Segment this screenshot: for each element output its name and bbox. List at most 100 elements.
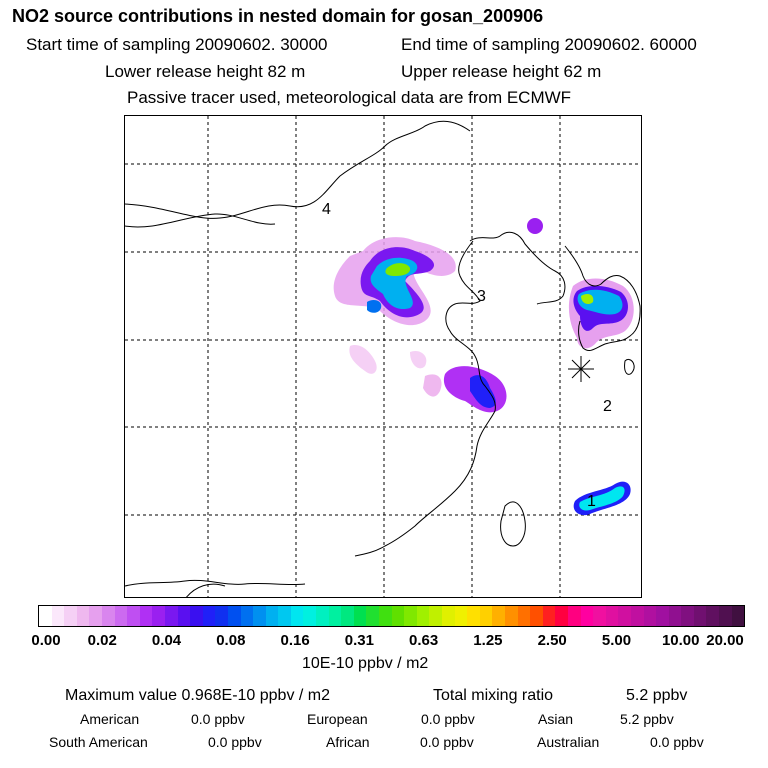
australian-label: Australian — [537, 734, 600, 750]
colorbar-segment — [366, 606, 380, 626]
colorbar-segment — [51, 606, 65, 626]
colorbar-segment — [89, 606, 102, 626]
meteorology-note: Passive tracer used, meteorological data… — [127, 88, 572, 107]
plume-yangtze-faint — [423, 374, 442, 397]
colorbar-segment — [253, 606, 266, 626]
colorbar-segment — [265, 606, 279, 626]
plume-faint-west — [349, 345, 377, 374]
colorbar-segment — [643, 606, 657, 626]
map-canvas — [125, 116, 641, 597]
african-value: 0.0 ppbv — [420, 734, 474, 750]
colorbar-segment — [416, 606, 430, 626]
colorbar-segment — [152, 606, 165, 626]
colorbar-segment — [164, 606, 178, 626]
end-time: End time of sampling 20090602. 60000 — [401, 35, 697, 54]
start-time: Start time of sampling 20090602. 30000 — [26, 35, 328, 54]
colorbar-segment — [215, 606, 228, 626]
asian-value: 5.2 ppbv — [620, 711, 674, 727]
colorbar-segment — [64, 606, 77, 626]
region-label-4: 4 — [322, 201, 331, 218]
map-panel: 4 3 2 1 — [124, 115, 642, 598]
colorbar-tick-label: 0.00 — [31, 632, 61, 649]
total-mixing-label: Total mixing ratio — [433, 687, 554, 704]
colorbar — [38, 605, 745, 627]
colorbar-segment — [39, 606, 52, 626]
colorbar-segment — [542, 606, 556, 626]
colorbar-segment — [278, 606, 291, 626]
total-mixing-value: 5.2 ppbv — [626, 687, 688, 704]
south-american-value: 0.0 ppbv — [208, 734, 262, 750]
upper-release-height: Upper release height 62 m — [401, 62, 602, 81]
colorbar-segment — [668, 606, 682, 626]
colorbar-segment — [391, 606, 405, 626]
colorbar-segment — [303, 606, 317, 626]
colorbar-segment — [127, 606, 140, 626]
european-label: European — [307, 711, 368, 727]
colorbar-segment — [101, 606, 115, 626]
colorbar-tick-label: 0.31 — [344, 632, 374, 649]
colorbar-segment — [693, 606, 707, 626]
plume-yangtze-core — [470, 375, 496, 408]
colorbar-tick-label: 0.02 — [87, 632, 117, 649]
colorbar-tick-label: 20.00 — [706, 632, 744, 649]
colorbar-segment — [517, 606, 531, 626]
colorbar-segment — [504, 606, 518, 626]
colorbar-segment — [681, 606, 694, 626]
chart-title: NO2 source contributions in nested domai… — [12, 6, 544, 26]
colorbar-tick-label: 0.63 — [409, 632, 439, 649]
plume-korea-peak — [581, 294, 594, 304]
colorbar-segment — [328, 606, 342, 626]
american-value: 0.0 ppbv — [191, 711, 245, 727]
plume-patch-north — [527, 218, 543, 234]
colorbar-segment — [530, 606, 543, 626]
colorbar-segment — [429, 606, 442, 626]
colorbar-segment — [555, 606, 568, 626]
colorbar-segment — [467, 606, 480, 626]
plume-south-inner — [579, 486, 625, 511]
maximum-value: Maximum value 0.968E-10 ppbv / m2 — [65, 687, 331, 704]
colorbar-segment — [731, 606, 745, 626]
colorbar-segment — [580, 606, 594, 626]
region-label-3: 3 — [477, 288, 486, 305]
colorbar-segment — [492, 606, 505, 626]
coastlines — [125, 120, 641, 597]
colorbar-segment — [139, 606, 153, 626]
colorbar-segment — [177, 606, 191, 626]
colorbar-segment — [454, 606, 468, 626]
concentration-field — [333, 218, 634, 516]
colorbar-segment — [76, 606, 90, 626]
european-value: 0.0 ppbv — [421, 711, 475, 727]
colorbar-segment — [227, 606, 241, 626]
colorbar-segment — [341, 606, 354, 626]
colorbar-segment — [404, 606, 417, 626]
colorbar-segment — [706, 606, 720, 626]
colorbar-tick-label: 1.25 — [473, 632, 503, 649]
colorbar-segment — [240, 606, 254, 626]
colorbar-segment — [567, 606, 581, 626]
colorbar-segment — [316, 606, 329, 626]
colorbar-segment — [719, 606, 732, 626]
receptor-marker — [568, 356, 594, 382]
american-label: American — [80, 711, 140, 727]
colorbar-segment — [442, 606, 455, 626]
african-label: African — [326, 734, 370, 750]
colorbar-segment — [605, 606, 619, 626]
asian-label: Asian — [538, 711, 574, 727]
colorbar-segment — [656, 606, 669, 626]
plume-small-west — [367, 300, 382, 313]
colorbar-segment — [618, 606, 631, 626]
colorbar-tick-label: 2.50 — [537, 632, 567, 649]
region-label-1: 1 — [587, 493, 596, 510]
colorbar-segment — [353, 606, 367, 626]
colorbar-segment — [290, 606, 304, 626]
region-label-2: 2 — [603, 398, 612, 415]
south-american-label: South American — [49, 734, 148, 750]
colorbar-segment — [379, 606, 392, 626]
colorbar-tick-label: 0.16 — [280, 632, 310, 649]
plume-faint-center — [410, 350, 427, 369]
australian-value: 0.0 ppbv — [650, 734, 704, 750]
colorbar-tick-label: 10.00 — [661, 632, 700, 649]
colorbar-tick-label: 5.00 — [601, 632, 632, 649]
colorbar-tick-label: 0.08 — [216, 632, 246, 649]
colorbar-segment — [479, 606, 493, 626]
